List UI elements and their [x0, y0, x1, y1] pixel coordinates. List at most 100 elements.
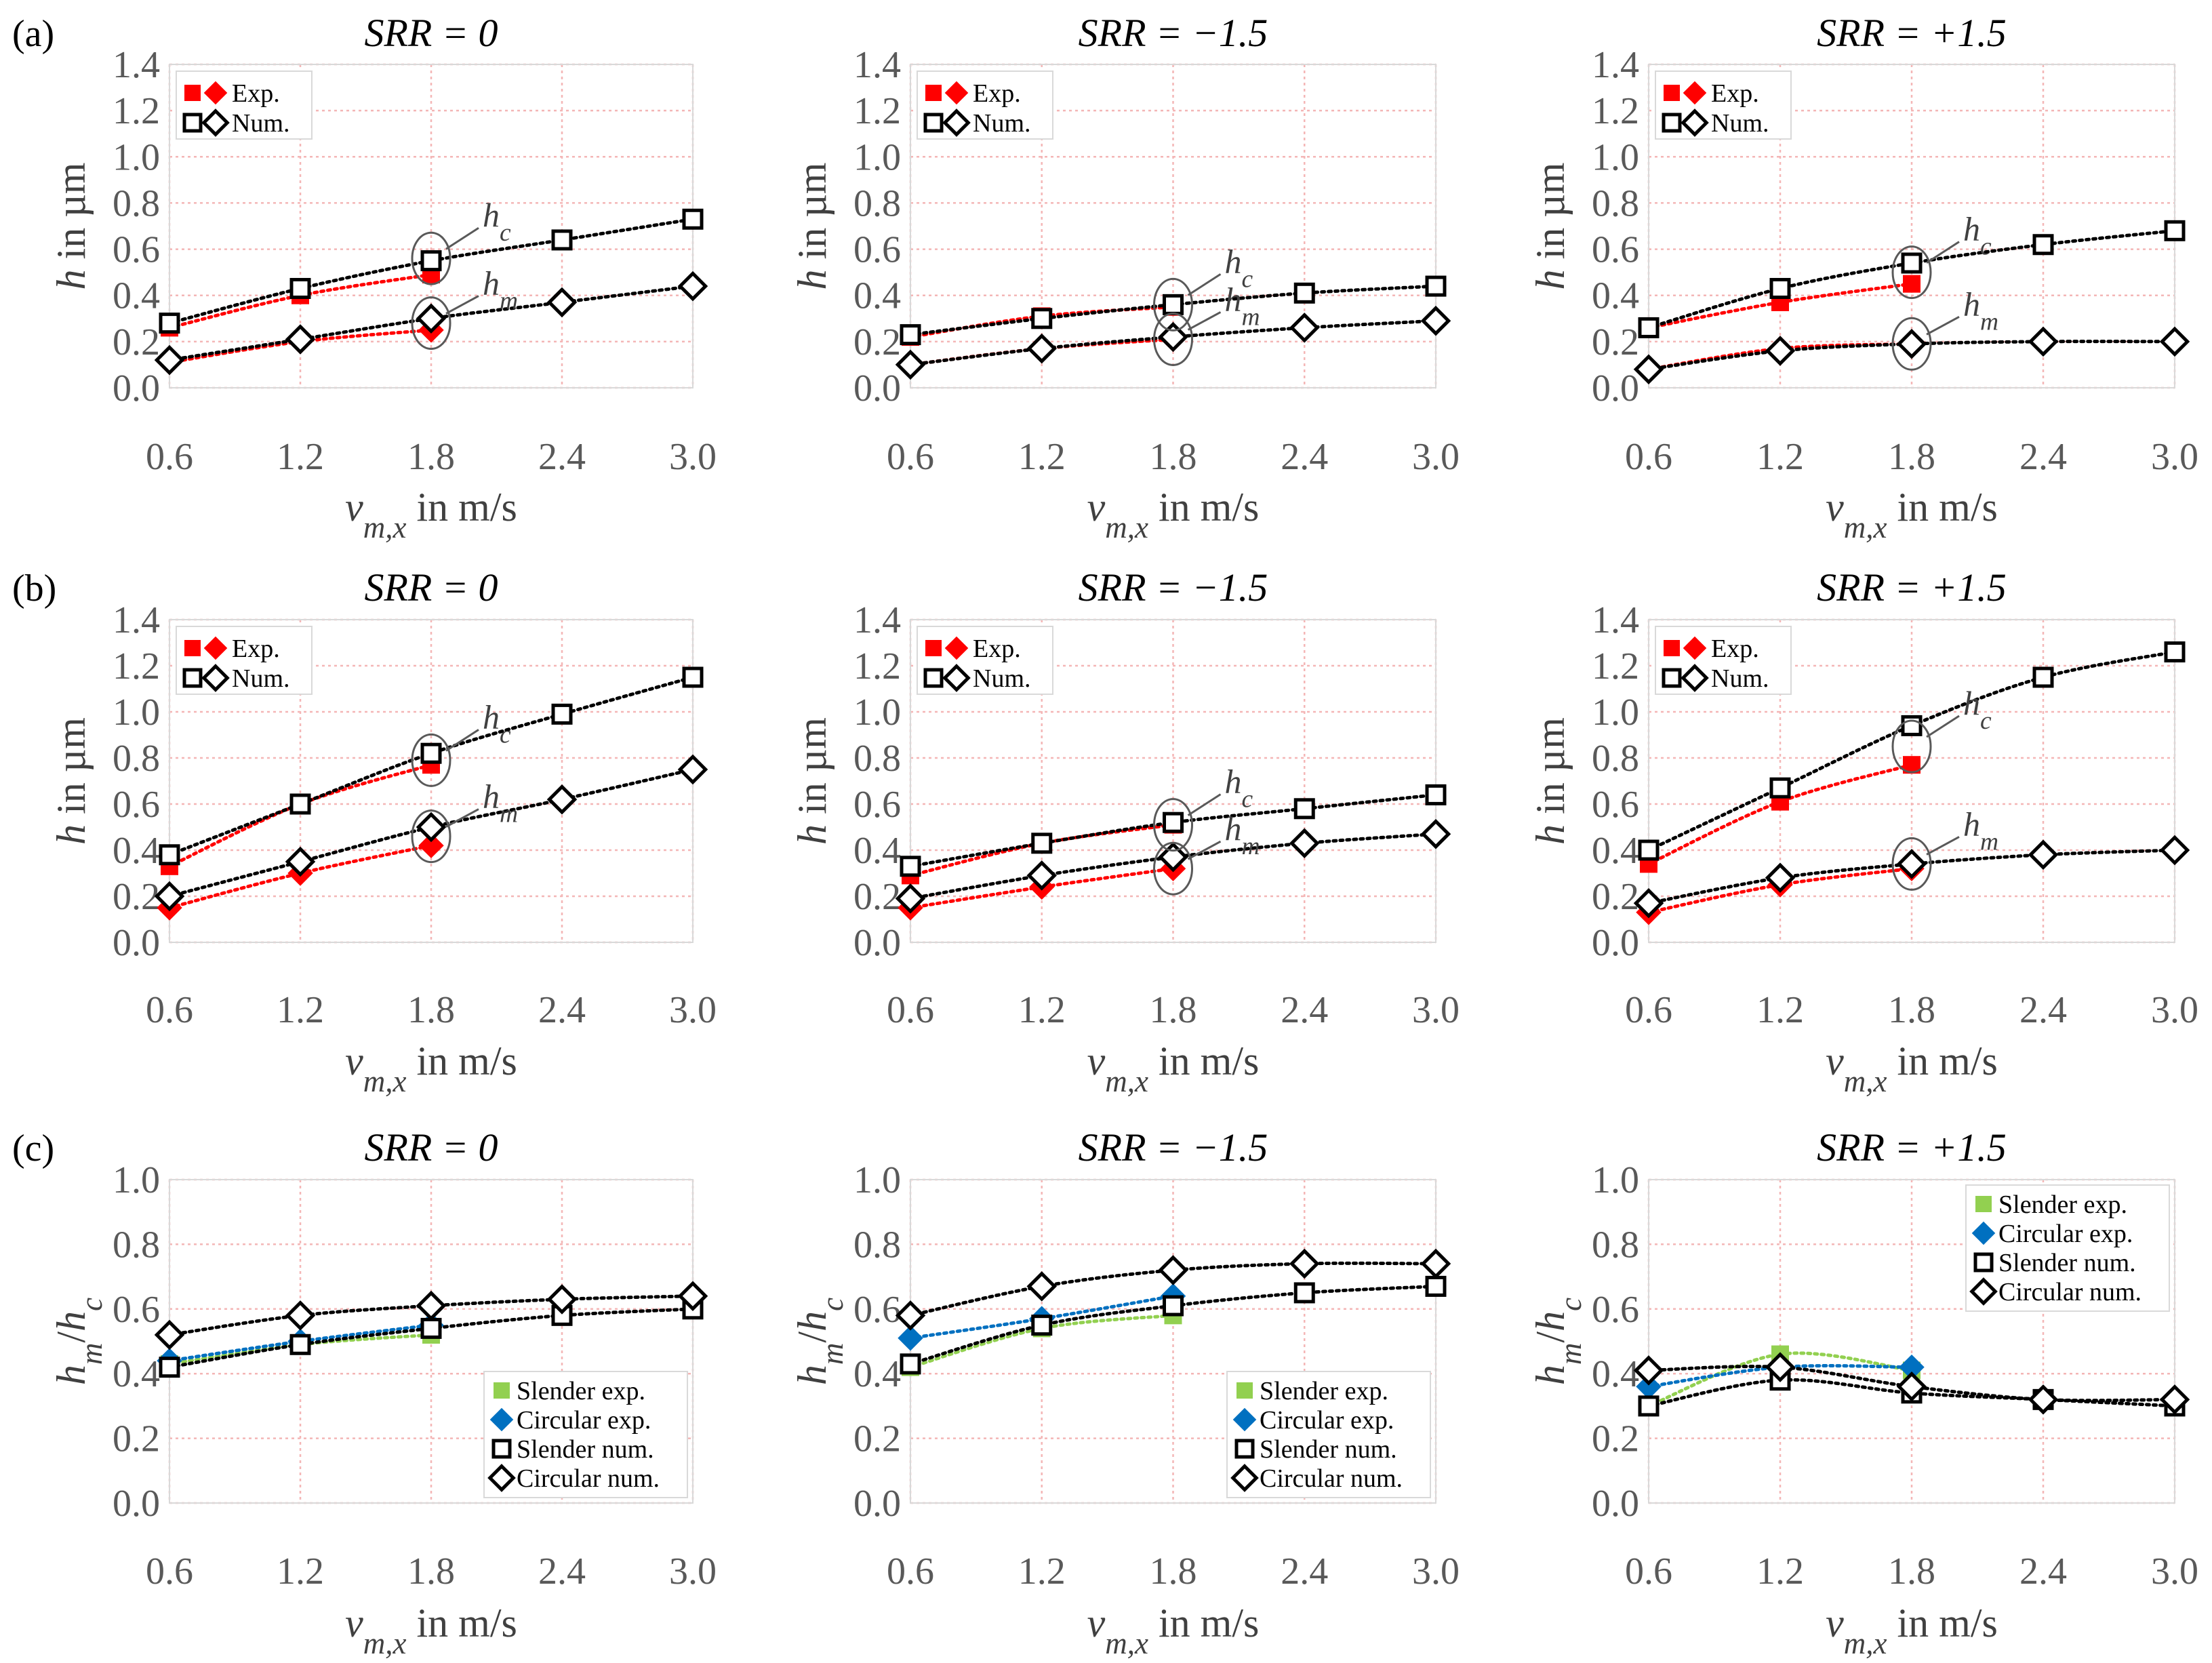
legend-label: Exp. — [973, 635, 1021, 663]
data-point — [159, 313, 180, 334]
legend-marker — [1971, 1221, 1996, 1245]
legend-box — [176, 626, 313, 695]
y-tick-label: 0.4 — [853, 830, 901, 872]
annotation-leader — [1926, 715, 1960, 738]
data-point — [1769, 777, 1791, 799]
legend: Exp.Num. — [1655, 71, 1792, 140]
data-point — [420, 742, 442, 764]
x-tick-label: 1.2 — [1756, 1550, 1804, 1592]
data-point — [418, 833, 444, 858]
data-point — [677, 1281, 708, 1311]
y-tick-label: 0.2 — [113, 876, 160, 918]
data-point — [1425, 784, 1447, 805]
x-axis-label: vm,x in m/s — [1087, 1601, 1260, 1660]
data-point — [154, 344, 185, 376]
x-tick-label: 3.0 — [2151, 989, 2198, 1031]
legend: Exp.Num. — [1655, 626, 1792, 695]
series-num-h-c — [159, 666, 704, 866]
legend-marker — [1662, 668, 1682, 688]
x-tick-label: 2.4 — [538, 1550, 586, 1592]
annotation-h-m: hm — [1891, 805, 1998, 891]
data-point — [900, 856, 921, 877]
data-point — [2159, 1384, 2190, 1415]
data-point — [1638, 1395, 1660, 1417]
y-axis-label: hm/hc — [790, 1298, 849, 1385]
y-axis-label: hm/hc — [49, 1298, 108, 1385]
annotation-label: hc — [1963, 684, 1992, 735]
x-tick-label: 3.0 — [669, 1550, 717, 1592]
legend-marker — [1234, 1439, 1255, 1459]
legend: Exp.Num. — [917, 71, 1053, 140]
y-tick-label: 1.4 — [853, 44, 901, 86]
data-point — [682, 208, 704, 230]
data-point — [895, 1300, 926, 1331]
x-tick-label: 0.6 — [1625, 436, 1672, 478]
data-point — [1158, 1255, 1188, 1285]
legend-label: Slender exp. — [1998, 1190, 2127, 1219]
data-point — [416, 812, 447, 843]
y-tick-label: 0.0 — [113, 922, 160, 964]
chart-title: SRR = 0 — [365, 1125, 498, 1169]
annotation-leader — [1187, 840, 1222, 860]
x-tick-label: 2.4 — [2019, 436, 2067, 478]
y-tick-label: 0.2 — [1592, 1418, 1639, 1460]
y-tick-label: 1.0 — [1592, 692, 1639, 734]
y-tick-label: 0.8 — [853, 182, 901, 224]
series-num-h-c — [1638, 641, 2186, 861]
legend: Exp.Num. — [917, 626, 1053, 695]
annotation-label: hm — [483, 778, 518, 828]
data-point — [1638, 317, 1660, 338]
y-tick-label: 0.6 — [1592, 784, 1639, 826]
annotation-label: hc — [483, 196, 511, 247]
x-axis-label: vm,x in m/s — [345, 1601, 517, 1660]
y-tick-label: 0.0 — [1592, 1483, 1639, 1525]
annotation-h-c: hc — [1891, 210, 1992, 300]
legend-marker — [1681, 108, 1709, 137]
annotation-h-m: hm — [411, 264, 518, 350]
annotation-leader — [1926, 836, 1960, 856]
x-tick-label: 3.0 — [2151, 1550, 2198, 1592]
annotation-leader — [445, 808, 479, 828]
x-tick-label: 1.8 — [1150, 989, 1197, 1031]
x-tick-label: 1.8 — [1150, 436, 1197, 478]
y-tick-label: 0.8 — [1592, 738, 1639, 780]
data-point — [1026, 1271, 1058, 1302]
annotation-leader — [1926, 241, 1960, 264]
x-axis-label: vm,x in m/s — [1826, 485, 1998, 544]
legend-label: Num. — [1711, 664, 1769, 693]
data-point — [2164, 220, 2186, 241]
x-tick-label: 2.4 — [1281, 1550, 1328, 1592]
series-num-h-m — [154, 754, 708, 912]
legend-label: Slender num. — [1260, 1435, 1397, 1464]
annotation-h-m: hm — [1153, 809, 1260, 896]
data-point — [551, 229, 573, 251]
legend: Exp.Num. — [176, 71, 313, 140]
chart-panel-a-2: 0.00.20.40.60.81.01.21.40.6 1.2 1.8 2.4 3.0S… — [790, 11, 1460, 544]
legend-marker — [494, 1382, 510, 1399]
data-point — [2032, 234, 2054, 256]
y-tick-label: 0.6 — [113, 229, 160, 271]
annotation-label: hm — [1225, 809, 1260, 860]
data-point — [420, 250, 442, 272]
chart-title: SRR = −1.5 — [1079, 1125, 1268, 1169]
data-point — [1425, 275, 1447, 297]
x-axis-label: vm,x in m/s — [1087, 1039, 1260, 1098]
chart-panel-c-2: 0.0 0.2 0.4 0.6 0.8 1.0 0.6 1.2 1.8 2.4 3.0 SRR = −… — [790, 1125, 1460, 1660]
legend-label: Slender exp. — [1260, 1377, 1388, 1405]
data-point — [1901, 252, 1923, 274]
y-tick-label: 0.4 — [113, 275, 160, 317]
x-tick-label: 3.0 — [2151, 436, 2198, 478]
legend: Exp.Num. — [176, 626, 313, 695]
legend-marker — [944, 636, 969, 660]
chart-panel-c-3: 0.0 0.2 0.4 0.6 0.8 1.0 0.6 1.2 1.8 2.4 3.0 SRR = +… — [1528, 1125, 2198, 1660]
chart-title: SRR = +1.5 — [1817, 11, 2007, 55]
data-point — [1289, 828, 1320, 859]
legend-marker — [487, 1464, 516, 1492]
x-tick-label: 0.6 — [1625, 989, 1672, 1031]
annotation-leader — [1187, 273, 1222, 296]
y-tick-label: 0.4 — [1592, 275, 1639, 317]
legend-marker — [944, 81, 969, 105]
annotation-ellipse — [1891, 719, 1932, 774]
chart-panel-b-2: 0.00.20.40.60.81.01.21.40.6 1.2 1.8 2.4 3.0S… — [790, 565, 1460, 1098]
y-tick-label: 1.2 — [853, 645, 901, 687]
